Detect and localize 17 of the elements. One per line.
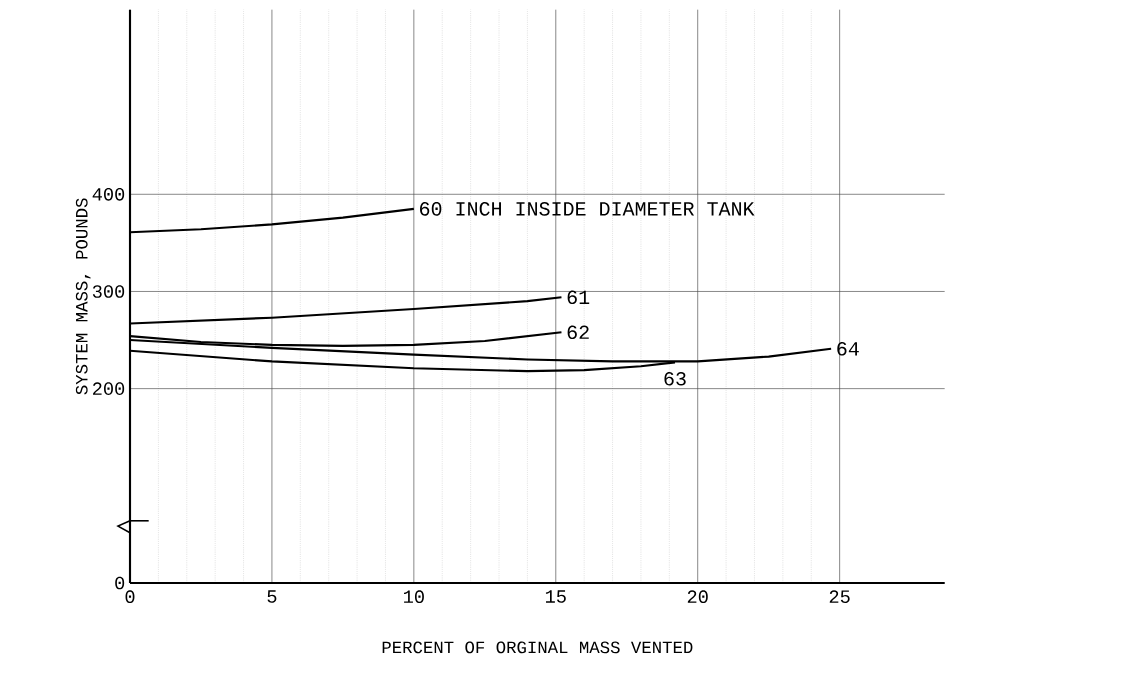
- x-tick-label: 5: [267, 590, 277, 603]
- series-label: 62: [567, 325, 589, 340]
- y-tick-label: 400: [92, 187, 125, 201]
- x-tick-label: 10: [404, 590, 424, 604]
- y-axis-title: SYSTEM MASS, POUNDS: [75, 198, 91, 395]
- x-tick-label: 0: [125, 590, 135, 604]
- x-axis-title: PERCENT OF ORGINAL MASS VENTED: [382, 641, 693, 654]
- series-label: 63: [664, 371, 686, 386]
- y-tick-label: 300: [92, 285, 125, 298]
- x-tick-label: 15: [545, 590, 566, 603]
- y-tick-label: 0: [115, 576, 125, 590]
- series-label: 60 INCH INSIDE DIAMETER TANK: [420, 202, 755, 216]
- y-tick-label: 200: [93, 382, 125, 395]
- series-label: 64: [837, 342, 859, 356]
- x-tick-label: 25: [829, 590, 850, 604]
- series-label: 61: [567, 290, 590, 305]
- x-tick-label: 20: [687, 590, 708, 604]
